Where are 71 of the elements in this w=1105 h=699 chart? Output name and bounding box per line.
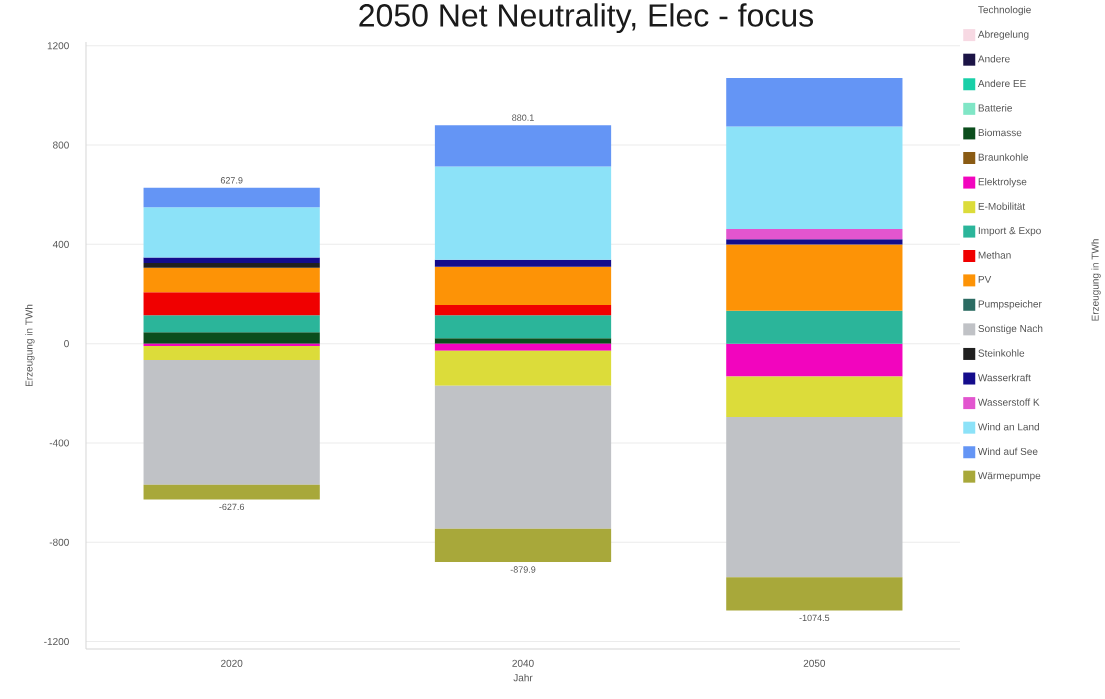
annotation: 880.1	[512, 114, 534, 121]
bar	[143, 187, 320, 208]
bar	[143, 262, 320, 268]
bar	[434, 125, 612, 167]
legend-label: Braunkohle	[978, 153, 1029, 161]
bar	[434, 166, 612, 260]
bar	[726, 417, 903, 578]
bar	[434, 343, 612, 351]
bar	[143, 257, 320, 263]
bar	[434, 266, 612, 305]
y-tick-label: -800	[49, 538, 69, 546]
y-tick-label: -400	[49, 439, 69, 447]
legend-label: Biomasse	[978, 128, 1022, 137]
bar	[726, 343, 903, 377]
bar	[143, 346, 320, 361]
y-tick-label: 0	[64, 340, 69, 348]
legend-label: Andere	[977, 55, 1010, 63]
legend-label: Wind auf See	[977, 447, 1038, 455]
y-tick-label: -1200	[44, 638, 69, 646]
bar	[726, 126, 903, 229]
bar	[726, 577, 903, 611]
bar	[143, 332, 320, 344]
legend-title: Technologie	[978, 5, 1031, 16]
legend-label: Import & Expo	[978, 227, 1041, 237]
bar	[434, 385, 612, 529]
bar	[434, 350, 612, 386]
y-axis-title: Erzeugung in TWh	[25, 304, 35, 387]
y-tick-label: 400	[52, 240, 69, 248]
legend-label: E-Mobilität	[978, 202, 1026, 210]
annotation: -627.6	[219, 503, 245, 511]
bar	[726, 228, 903, 240]
bar	[143, 267, 320, 293]
text: Erzeugung in TWh	[1091, 239, 1101, 321]
x-axis-title: Jahr	[513, 673, 533, 682]
bar	[143, 292, 320, 316]
legend-label: Elektrolyse	[978, 177, 1027, 188]
bar	[143, 207, 320, 258]
legend-label: Pumpspeicher	[978, 300, 1042, 310]
legend-label: Steinkohle	[978, 349, 1025, 357]
bar	[434, 338, 612, 344]
y-tick-label: 800	[53, 141, 69, 149]
x-tick-label: 2040	[512, 659, 534, 667]
bar	[434, 528, 612, 563]
bar	[143, 315, 320, 333]
y-tick-label: 1200	[47, 42, 69, 50]
x-tick-label: 2020	[221, 659, 243, 667]
legend-label: Andere EE	[977, 79, 1026, 87]
legend-label: Batterie	[978, 104, 1012, 112]
chart-title: 2050 Net Neutrality, Elec - focus	[359, 3, 814, 34]
legend-label: Wind an Land	[977, 423, 1039, 431]
legend-label: PV	[978, 275, 992, 283]
bar	[726, 376, 903, 418]
bar	[726, 244, 903, 311]
bar	[143, 484, 320, 500]
bar	[434, 304, 612, 316]
bar	[434, 315, 612, 339]
annotation: -1074.5	[799, 614, 830, 622]
legend-label: Abregelung	[977, 30, 1029, 40]
annotation: 627.9	[220, 177, 243, 184]
legend-label: Methan	[978, 251, 1011, 259]
legend-label: Sonstige Nach	[978, 324, 1043, 335]
bar	[726, 310, 903, 344]
bar	[434, 259, 612, 267]
annotation: -879.9	[510, 566, 536, 573]
x-tick-label: 2050	[803, 659, 826, 667]
legend-label: Wärmepumpe	[977, 472, 1041, 482]
bar	[726, 77, 903, 127]
bar	[726, 239, 903, 245]
legend-label: Wasserkraft	[977, 373, 1031, 382]
legend-label: Wasserstoff K	[977, 398, 1040, 406]
bar	[143, 360, 320, 485]
